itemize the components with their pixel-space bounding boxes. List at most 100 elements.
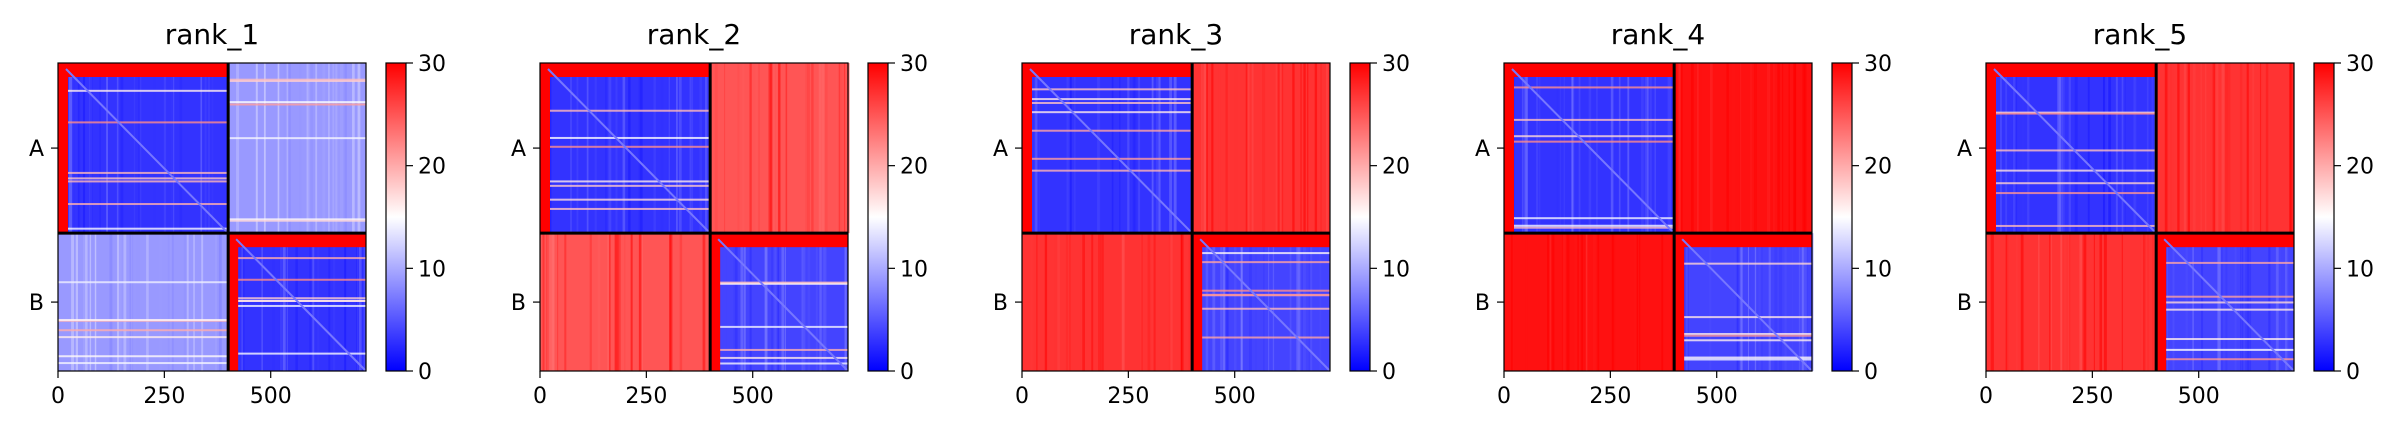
heatmap-streak [2140, 233, 2144, 371]
heatmap-block-AB [1192, 63, 1330, 234]
heatmap-streak [1211, 63, 1214, 234]
colorbar-tick-label: 0 [2346, 360, 2360, 385]
heatmap-streak [168, 233, 172, 371]
x-tick-label: 0 [1497, 384, 1511, 409]
heatmap-streak [1275, 63, 1279, 234]
heatmap-streak [2152, 233, 2154, 371]
heatmap-streak [171, 63, 173, 234]
heatmap-streak [614, 233, 618, 371]
heatmap-terminus-row [58, 63, 229, 77]
heatmap-band [540, 207, 711, 210]
heatmap-block-BA [1504, 233, 1675, 371]
heatmap-streak [159, 233, 162, 371]
panel-rank_4: rank_4 0 250 500 A B 0 10 20 30 [1475, 18, 1892, 409]
heatmap-streak [2151, 63, 2154, 234]
heatmap-streak [1710, 63, 1713, 234]
panel-rank_5: rank_5 0 250 500 A B 0 10 20 30 [1957, 18, 2374, 409]
heatmap-streak [68, 63, 72, 234]
colorbar [867, 62, 889, 372]
heatmap-streak [312, 233, 315, 371]
heatmap-streak [1641, 63, 1644, 234]
heatmap-streak [2022, 63, 2024, 234]
heatmap-band [1192, 289, 1330, 292]
heatmap-band [1022, 169, 1193, 172]
heatmap-band [228, 218, 366, 221]
heatmap-band [1674, 316, 1812, 319]
heatmap-streak [1788, 63, 1790, 234]
heatmap-streak [749, 233, 752, 371]
heatmap-streak [1732, 63, 1735, 234]
heatmap-streak [1268, 233, 1270, 371]
heatmap-streak [824, 63, 828, 234]
heatmap-streak [215, 233, 218, 371]
heatmap-streak [2183, 63, 2187, 234]
heatmap-streak [172, 233, 174, 371]
heatmap-streak [547, 233, 549, 371]
heatmap-streak [1770, 63, 1774, 234]
colorbar-tick-label: 30 [418, 52, 446, 77]
heatmap-streak [660, 63, 664, 234]
heatmap-streak [1225, 63, 1228, 234]
heatmap-band [1986, 182, 2157, 185]
heatmap-streak [605, 63, 608, 234]
heatmap-streak [668, 63, 670, 234]
heatmap-streak [624, 233, 626, 371]
heatmap-streak [802, 233, 805, 371]
heatmap-streak [2079, 233, 2083, 371]
heatmap-streak [549, 233, 552, 371]
heatmap-streak [1811, 233, 1814, 371]
heatmap-streak [1153, 233, 1156, 371]
plot-frame [539, 62, 849, 372]
heatmap-streak [689, 63, 691, 234]
heatmap-terminus-col [1504, 63, 1514, 234]
heatmap-band [540, 136, 711, 139]
heatmap-streak [1777, 63, 1780, 234]
heatmap-diagonal [1993, 68, 2157, 234]
heatmap-band [710, 348, 848, 351]
heatmap-terminus-row [1504, 63, 1675, 77]
heatmap-streak [1639, 233, 1641, 371]
heatmap-streak [1057, 233, 1060, 371]
heatmap-streak [315, 63, 318, 234]
heatmap-block-BA [1986, 233, 2157, 371]
heatmap-streak [2005, 63, 2008, 234]
heatmap-streak [807, 233, 811, 371]
heatmap-band [58, 177, 229, 180]
heatmap-terminus-row [2156, 233, 2294, 248]
heatmap-diagonal [235, 238, 367, 372]
heatmap-streak [1667, 63, 1669, 234]
heatmap-streak [1127, 63, 1130, 234]
heatmap-streak [724, 63, 726, 234]
heatmap-streak [2038, 233, 2040, 371]
heatmap-streak [1678, 63, 1681, 234]
heatmap-streak [82, 63, 86, 234]
heatmap-band [1504, 135, 1675, 138]
x-tick-label: 500 [732, 384, 774, 409]
heatmap-streak [1804, 63, 1807, 234]
heatmap-streak [806, 63, 810, 234]
heatmap-streak [2177, 63, 2180, 234]
heatmap-streak [2016, 233, 2018, 371]
heatmap-streak [1233, 233, 1237, 371]
heatmap-streak [821, 63, 825, 234]
heatmap-streak [549, 63, 552, 234]
heatmap-streak [670, 233, 673, 371]
heatmap-streak [1091, 233, 1094, 371]
heatmap-streak [1326, 63, 1328, 234]
heatmap-streak [1201, 63, 1203, 234]
heatmap-streak [236, 63, 240, 234]
heatmap-streak [129, 233, 131, 371]
heatmap-streak [120, 233, 122, 371]
heatmap-streak [2122, 63, 2125, 234]
heatmap-streak [636, 233, 639, 371]
heatmap-streak [136, 233, 140, 371]
heatmap-streak [2006, 233, 2009, 371]
heatmap-streak [771, 233, 773, 371]
heatmap-streak [1170, 233, 1173, 371]
heatmap-band [1674, 339, 1812, 342]
heatmap-band [228, 79, 366, 82]
heatmap-band [58, 318, 229, 321]
heatmap-streak [1580, 233, 1583, 371]
heatmap-streak [153, 63, 156, 234]
heatmap-streak [1302, 233, 1306, 371]
